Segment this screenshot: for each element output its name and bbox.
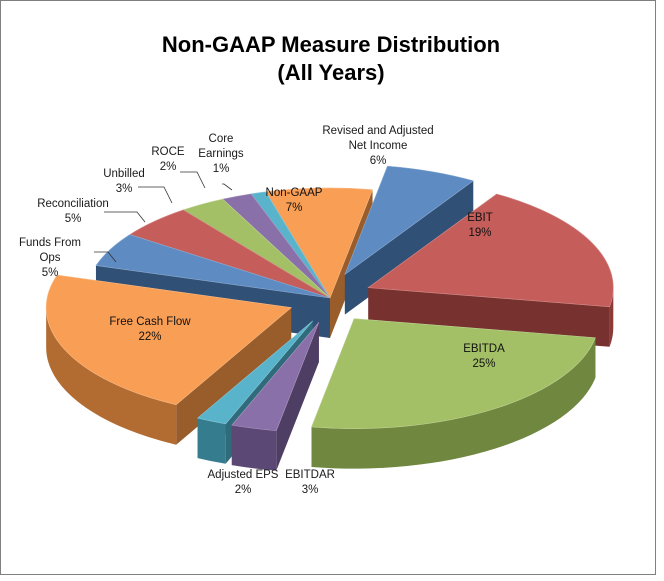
slice-top xyxy=(367,193,614,308)
data-label-1: EBIT 19% xyxy=(467,212,493,239)
leader-line-9 xyxy=(180,171,206,189)
data-label-7: Reconciliation 5% xyxy=(37,198,109,225)
slice-top xyxy=(45,274,292,406)
chart-title: Non-GAAP Measure Distribution xyxy=(162,32,500,57)
slice-top xyxy=(311,318,596,429)
leader-line-10 xyxy=(222,183,233,191)
slice-outer-wall xyxy=(231,425,277,471)
leader-line-7 xyxy=(104,211,146,223)
slice-outer-wall xyxy=(46,307,177,445)
slice-top xyxy=(265,187,373,299)
data-label-3: EBITDAR 3% xyxy=(285,469,335,496)
data-label-9: ROCE 2% xyxy=(151,146,185,173)
leader-line-6 xyxy=(94,251,117,263)
leader-line-8 xyxy=(138,186,173,204)
data-label-6: Funds From Ops 5% xyxy=(19,237,81,279)
slice-3 xyxy=(231,322,320,471)
slice-top xyxy=(196,320,313,425)
slice-outer-wall xyxy=(609,287,614,347)
data-label-8: Unbilled 3% xyxy=(103,168,145,195)
slice-2 xyxy=(311,318,596,469)
data-label-5: Free Cash Flow 22% xyxy=(109,316,191,343)
slice-outer-wall xyxy=(311,337,596,469)
slice-top xyxy=(231,322,320,431)
slice-outer-wall xyxy=(197,418,226,464)
data-label-4: Adjusted EPS 2% xyxy=(208,469,279,496)
slice-5 xyxy=(45,274,292,445)
slice-top xyxy=(344,165,474,276)
data-label-2: EBITDA 25% xyxy=(463,343,505,370)
slice-top xyxy=(95,234,331,299)
data-label-11: Non-GAAP 7% xyxy=(266,187,323,214)
data-label-0: Revised and Adjusted Net Income 6% xyxy=(322,125,433,167)
chart-subtitle: (All Years) xyxy=(277,60,384,85)
data-label-10: Core Earnings 1% xyxy=(198,133,244,175)
